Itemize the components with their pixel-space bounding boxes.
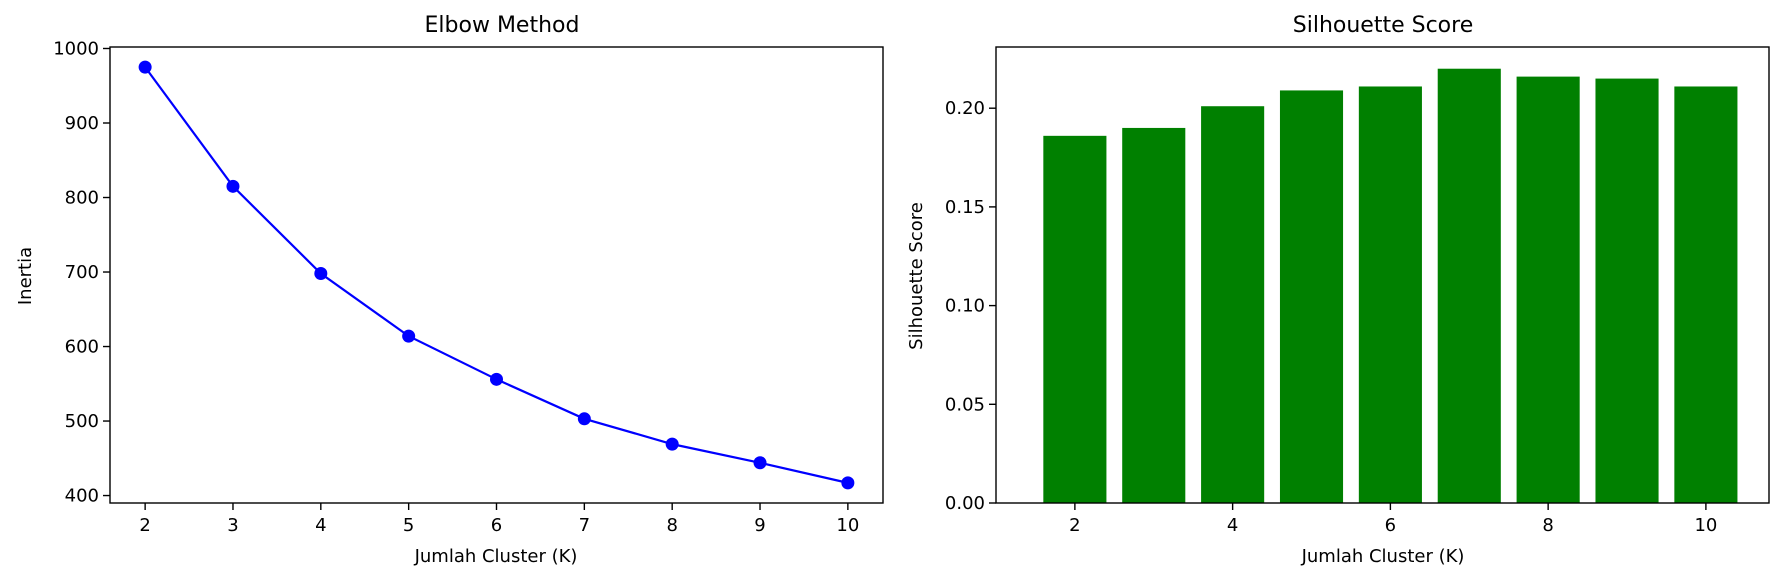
elbow-chart-frame (109, 46, 884, 504)
x-tick-label: 6 (1385, 515, 1396, 536)
silhouette-chart: Silhouette Score 2 4 6 8 10 0.00 0.05 0.10 0.15… (906, 13, 1770, 567)
y-tick-label: 0.20 (945, 98, 985, 119)
y-tick-label: 0.15 (945, 197, 985, 218)
elbow-chart-y-label: Inertia (15, 247, 36, 305)
elbow-data-point (577, 412, 591, 426)
y-tick-label: 900 (65, 113, 99, 134)
x-tick-label: 10 (1694, 515, 1717, 536)
elbow-data-point (841, 476, 855, 490)
x-tick-label: 7 (579, 515, 590, 536)
y-tick-label: 400 (65, 486, 99, 507)
silhouette-bar (1122, 127, 1186, 504)
x-tick-label: 8 (1542, 515, 1553, 536)
x-tick-label: 10 (836, 515, 859, 536)
x-tick-label: 5 (403, 515, 414, 536)
silhouette-bar (1043, 135, 1107, 503)
elbow-data-point (402, 329, 416, 343)
silhouette-chart-x-label: Jumlah Cluster (K) (1301, 546, 1465, 567)
y-tick-label: 0.00 (945, 493, 985, 514)
elbow-data-point (226, 179, 240, 193)
silhouette-bar (1674, 86, 1738, 503)
silhouette-chart-y-label: Silhouette Score (906, 202, 927, 350)
elbow-series-line (144, 66, 849, 484)
elbow-chart-y-ticks: 400 500 600 700 800 900 1000 (53, 38, 110, 507)
silhouette-bar (1201, 106, 1265, 504)
elbow-data-point (138, 60, 152, 74)
elbow-data-point (314, 267, 328, 281)
x-tick-label: 9 (754, 515, 765, 536)
x-tick-label: 6 (491, 515, 502, 536)
x-tick-label: 2 (139, 515, 150, 536)
x-tick-label: 2 (1069, 515, 1080, 536)
y-tick-label: 0.10 (945, 296, 985, 317)
elbow-chart-x-ticks: 2 3 4 5 6 7 8 9 10 (139, 503, 859, 536)
elbow-chart-marks (138, 60, 855, 490)
y-tick-label: 500 (65, 411, 99, 432)
x-tick-label: 4 (1227, 515, 1238, 536)
silhouette-bar (1437, 68, 1501, 503)
x-tick-label: 3 (227, 515, 238, 536)
elbow-data-point (753, 456, 767, 470)
elbow-data-point (490, 372, 503, 386)
silhouette-chart-title: Silhouette Score (1293, 13, 1473, 38)
silhouette-chart-y-ticks: 0.00 0.05 0.10 0.15 0.20 (945, 98, 996, 514)
silhouette-chart-x-ticks: 2 4 6 8 10 (1069, 503, 1717, 536)
x-tick-label: 8 (666, 515, 677, 536)
elbow-chart-x-label: Jumlah Cluster (K) (414, 546, 578, 567)
y-tick-label: 1000 (53, 38, 99, 59)
y-tick-label: 700 (65, 262, 99, 283)
silhouette-bar (1279, 90, 1344, 503)
silhouette-chart-frame (995, 46, 1770, 504)
y-tick-label: 800 (65, 188, 99, 209)
silhouette-bar (1595, 78, 1659, 504)
silhouette-bar (1358, 86, 1422, 503)
y-tick-label: 600 (65, 337, 99, 358)
silhouette-chart-marks (1043, 68, 1738, 504)
silhouette-bar (1516, 76, 1580, 504)
x-tick-label: 4 (315, 515, 326, 536)
elbow-chart-title: Elbow Method (425, 13, 580, 38)
elbow-data-point (665, 437, 679, 451)
elbow-chart: Elbow Method 2 3 4 5 6 7 8 9 10 400 500 600 700 800 9… (15, 13, 884, 567)
y-tick-label: 0.05 (945, 394, 985, 415)
